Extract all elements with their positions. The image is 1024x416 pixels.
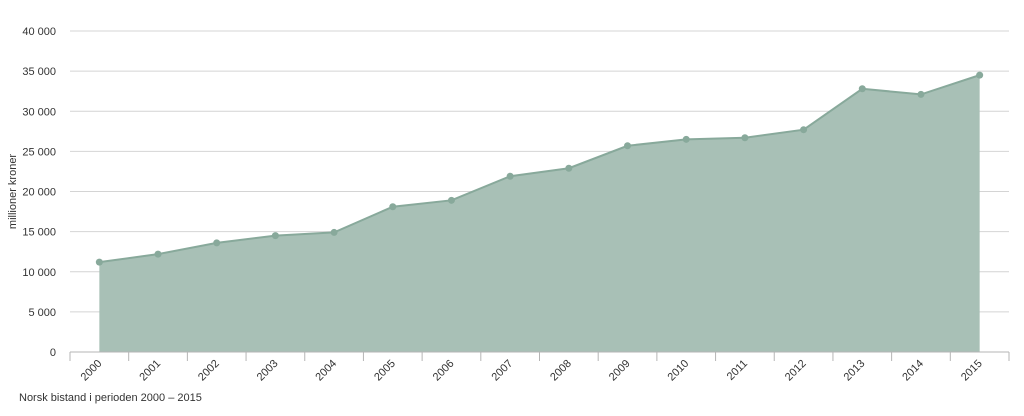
x-tick-label: 2002 [196,358,222,384]
y-tick-label: 40 000 [22,26,56,38]
y-tick-label: 20 000 [22,187,56,199]
data-point [389,203,397,211]
x-tick-label: 2015 [959,358,985,384]
x-tick-label: 2003 [255,358,281,384]
x-tick-label: 2008 [548,358,574,384]
area-series [99,74,980,352]
series-line [99,74,980,264]
data-point [624,142,632,150]
data-point [506,172,514,180]
x-tick-label: 2011 [725,358,750,383]
x-tick-label: 2012 [783,358,809,384]
x-tick-label: 2007 [489,358,515,384]
chart-caption: Norsk bistand i perioden 2000 – 2015 [19,392,202,404]
x-tick-label: 2009 [607,358,633,384]
y-tick-label: 15 000 [22,227,56,239]
x-tick-label: 2001 [137,358,163,384]
data-point [330,228,338,236]
data-point [741,134,749,142]
area-fill [99,75,980,352]
data-point [917,90,925,98]
x-tick-label: 2004 [313,358,339,384]
data-point [447,196,455,204]
data-point [565,164,573,172]
x-tick-label: 2005 [372,358,398,384]
y-tick-label: 30 000 [22,106,56,118]
y-axis-title: millioner kroner [7,154,19,230]
y-tick-label: 25 000 [22,146,56,158]
x-tick-label: 2006 [431,358,457,384]
data-point [682,135,690,143]
x-axis: 2000 2001 2002 2003 2004 2005 2006 2007 2008 2009… [69,351,1010,384]
data-point [154,250,162,258]
data-point [858,85,866,93]
data-point [213,239,221,247]
y-axis: 0 5 000 10 000 15 000 20 000 25 000 30 000 35 0… [22,26,56,359]
x-tick-label: 2000 [79,358,105,384]
data-markers [95,71,984,266]
y-tick-label: 0 [50,347,56,359]
data-point [271,232,279,240]
x-tick-label: 2014 [900,358,926,384]
data-point [976,71,984,79]
y-tick-label: 35 000 [22,66,56,78]
data-point [95,258,103,266]
y-tick-label: 5 000 [28,307,56,319]
x-tick-label: 2010 [666,358,692,384]
x-tick-label: 2013 [842,358,868,384]
data-point [800,126,808,134]
y-tick-label: 10 000 [22,267,56,279]
